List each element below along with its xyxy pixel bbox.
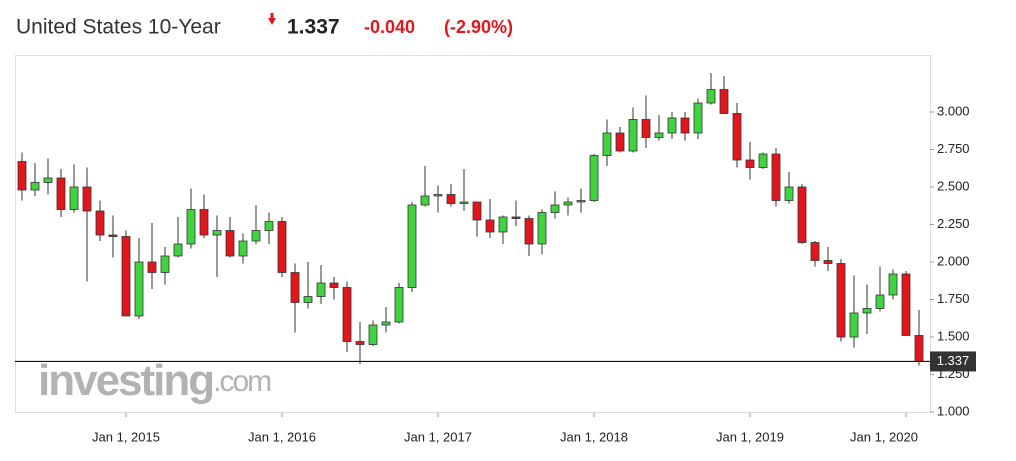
candle-body bbox=[758, 153, 768, 168]
candle-body bbox=[797, 186, 807, 243]
x-tick-label: Jan 1, 2019 bbox=[716, 429, 784, 444]
candle-body bbox=[30, 182, 40, 191]
y-tick-label: 2.750 bbox=[937, 141, 970, 156]
candle-body bbox=[602, 132, 612, 156]
candle-body bbox=[433, 194, 443, 197]
candle-body bbox=[914, 335, 924, 362]
change-pct: (-2.90%) bbox=[444, 17, 513, 37]
y-tick-label: 2.000 bbox=[937, 253, 970, 268]
last-price-label: 1.337 bbox=[937, 353, 970, 368]
x-tick-label: Jan 1, 2020 bbox=[850, 429, 918, 444]
watermark: investing.com bbox=[38, 356, 271, 405]
down-arrow bbox=[268, 13, 276, 25]
candle-body bbox=[719, 89, 729, 114]
candle-body bbox=[95, 210, 105, 236]
plot-frame bbox=[15, 55, 931, 413]
candle-body bbox=[849, 312, 859, 338]
candle-body bbox=[888, 273, 898, 296]
candle-body bbox=[277, 221, 287, 273]
y-tick-label: 2.500 bbox=[937, 178, 970, 193]
candle-body bbox=[381, 321, 391, 326]
candle-body bbox=[264, 221, 274, 231]
candle-body bbox=[784, 186, 794, 201]
candle-body bbox=[147, 261, 157, 273]
candle-body bbox=[901, 273, 911, 336]
candle-body bbox=[524, 218, 534, 245]
y-tick-label: 1.750 bbox=[937, 291, 970, 306]
candle-body bbox=[290, 272, 300, 303]
candle-body bbox=[589, 155, 599, 201]
candle-body bbox=[680, 117, 690, 134]
candle-body bbox=[472, 201, 482, 221]
candle-body bbox=[836, 263, 846, 338]
candle-body bbox=[550, 204, 560, 213]
candle-body bbox=[576, 200, 586, 203]
candle-body bbox=[706, 89, 716, 104]
candle-body bbox=[511, 216, 521, 219]
candle-body bbox=[368, 324, 378, 345]
candle-body bbox=[446, 194, 456, 204]
candle-body bbox=[134, 261, 144, 317]
candle-body bbox=[225, 230, 235, 257]
change: -0.040 bbox=[364, 17, 415, 37]
candle-body bbox=[875, 294, 885, 309]
candle-body bbox=[238, 240, 248, 257]
y-tick-label: 1.500 bbox=[937, 328, 970, 343]
candle-body bbox=[485, 219, 495, 233]
candle-body bbox=[641, 119, 651, 138]
candle-body bbox=[654, 132, 664, 138]
candle-body bbox=[693, 102, 703, 134]
candle-body bbox=[121, 236, 131, 317]
instrument-name: United States 10-Year bbox=[16, 16, 221, 39]
candle-body bbox=[537, 212, 547, 245]
candle-body bbox=[667, 117, 677, 134]
candle-body bbox=[771, 153, 781, 201]
y-tick-label: 3.000 bbox=[937, 103, 970, 118]
x-tick-label: Jan 1, 2017 bbox=[404, 429, 472, 444]
candle-body bbox=[615, 132, 625, 152]
x-tick-label: Jan 1, 2016 bbox=[248, 429, 316, 444]
candle-body bbox=[862, 308, 872, 314]
candle-body bbox=[628, 119, 638, 152]
candle-body bbox=[342, 287, 352, 342]
candle-body bbox=[732, 113, 742, 161]
candle-body bbox=[17, 161, 27, 191]
candle-body bbox=[56, 177, 66, 210]
candle-body bbox=[173, 243, 183, 257]
candle-body bbox=[160, 255, 170, 273]
last-price-box bbox=[930, 351, 976, 372]
candle-body bbox=[329, 282, 339, 288]
candle-body bbox=[745, 159, 755, 168]
candle-body bbox=[459, 201, 469, 204]
candle-body bbox=[420, 195, 430, 206]
candle-body bbox=[810, 242, 820, 261]
candle-body bbox=[823, 260, 833, 264]
candle-body bbox=[498, 216, 508, 233]
candle-body bbox=[69, 186, 79, 210]
candle-body bbox=[394, 287, 404, 323]
x-tick-label: Jan 1, 2015 bbox=[92, 429, 160, 444]
candle-body bbox=[303, 296, 313, 303]
candle-body bbox=[199, 209, 209, 236]
candle-body bbox=[186, 209, 196, 245]
candle-body bbox=[563, 201, 573, 206]
candle-body bbox=[355, 341, 365, 345]
price: 1.337 bbox=[287, 16, 340, 39]
y-tick-label: 1.000 bbox=[937, 403, 970, 418]
candle-body bbox=[407, 204, 417, 288]
candle-body bbox=[82, 186, 92, 212]
candle-body bbox=[212, 230, 222, 236]
candle-body bbox=[108, 234, 118, 237]
candle-body bbox=[43, 177, 53, 183]
candle-body bbox=[251, 230, 261, 242]
candle-body bbox=[316, 282, 326, 297]
y-tick-label: 2.250 bbox=[937, 216, 970, 231]
x-tick-label: Jan 1, 2018 bbox=[560, 429, 628, 444]
